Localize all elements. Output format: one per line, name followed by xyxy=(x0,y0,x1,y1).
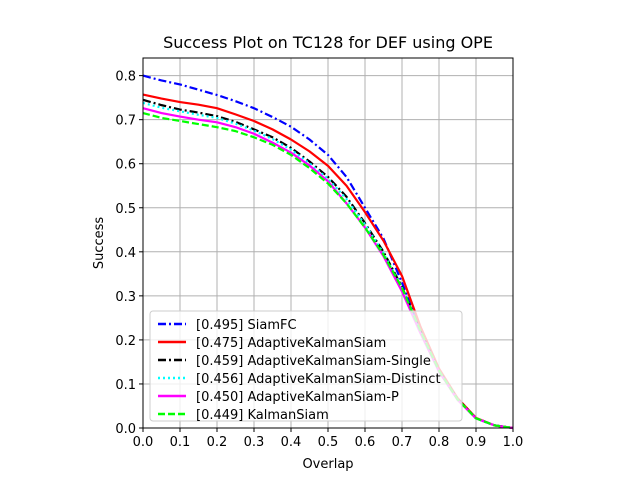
legend-entries: [0.495] SiamFC [0.475] AdaptiveKalmanSiam… xyxy=(158,318,441,423)
y-tick-label: 0.5 xyxy=(115,202,136,217)
legend-label: [0.495] SiamFC xyxy=(196,318,297,333)
x-tick-label: 0.7 xyxy=(392,435,413,450)
legend-label: [0.450] AdaptiveKalmanSiam-P xyxy=(196,390,399,405)
chart-title: Success Plot on TC128 for DEF using OPE xyxy=(163,33,493,52)
legend-label: [0.449] KalmanSiam xyxy=(196,408,329,423)
x-tick-label: 1.0 xyxy=(503,435,524,450)
y-tick-label: 0.0 xyxy=(115,422,136,437)
y-tick-label: 0.1 xyxy=(115,378,136,393)
x-tick-label: 0.5 xyxy=(318,435,339,450)
x-tick-label: 0.3 xyxy=(244,435,265,450)
legend-label: [0.456] AdaptiveKalmanSiam-Distinct xyxy=(196,372,441,387)
y-axis-label: Success xyxy=(92,217,107,270)
chart-legend: [0.495] SiamFC [0.475] AdaptiveKalmanSiam… xyxy=(149,310,463,423)
y-tick-label: 0.3 xyxy=(115,290,136,305)
x-axis-label: Overlap xyxy=(302,457,353,472)
legend-box xyxy=(149,310,463,422)
y-axis-ticks: 0.0 0.1 0.2 0.3 0.4 0.5 0.6 0.7 0.8 xyxy=(115,70,143,437)
y-tick-label: 0.4 xyxy=(115,246,136,261)
x-tick-label: 0.8 xyxy=(429,435,450,450)
x-tick-label: 0.0 xyxy=(133,435,154,450)
x-axis-ticks: 0.0 0.1 0.2 0.3 0.4 0.5 0.6 0.7 0.8 0.9 1.0 xyxy=(133,428,524,450)
x-tick-label: 0.9 xyxy=(466,435,487,450)
legend-label: [0.475] AdaptiveKalmanSiam xyxy=(196,336,386,351)
legend-label: [0.459] AdaptiveKalmanSiam-Single xyxy=(196,354,431,369)
x-tick-label: 0.1 xyxy=(170,435,191,450)
x-tick-label: 0.6 xyxy=(355,435,376,450)
y-tick-label: 0.8 xyxy=(115,70,136,85)
y-tick-label: 0.2 xyxy=(115,334,136,349)
y-tick-label: 0.7 xyxy=(115,114,136,129)
x-tick-label: 0.2 xyxy=(207,435,228,450)
y-tick-label: 0.6 xyxy=(115,158,136,173)
x-tick-label: 0.4 xyxy=(281,435,302,450)
